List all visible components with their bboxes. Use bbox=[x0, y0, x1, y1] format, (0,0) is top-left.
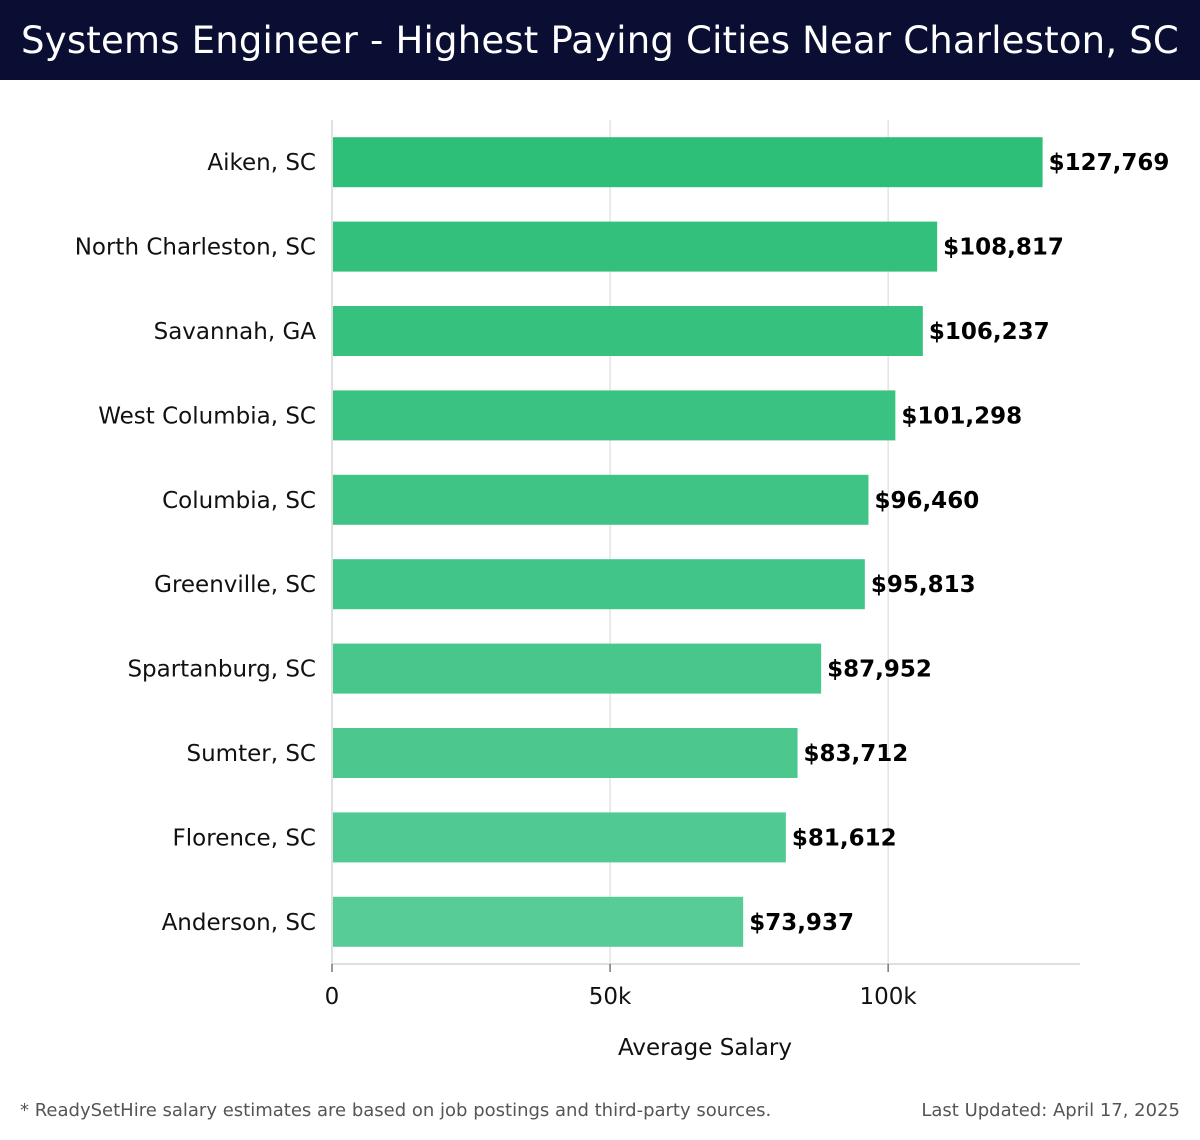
title-bar: Systems Engineer - Highest Paying Cities… bbox=[0, 0, 1200, 80]
value-label: $81,612 bbox=[792, 825, 897, 851]
value-label: $127,769 bbox=[1049, 150, 1170, 176]
x-tick-label: 100k bbox=[860, 984, 918, 1010]
source-footnote: * ReadySetHire salary estimates are base… bbox=[20, 1100, 772, 1121]
bar bbox=[333, 643, 822, 694]
category-label: Greenville, SC bbox=[154, 572, 316, 598]
value-label: $83,712 bbox=[804, 741, 909, 767]
bar bbox=[333, 559, 865, 610]
category-label: West Columbia, SC bbox=[98, 403, 316, 429]
bar bbox=[333, 221, 938, 272]
value-label: $108,817 bbox=[943, 235, 1064, 261]
bar bbox=[333, 728, 798, 778]
x-tick-label: 50k bbox=[589, 984, 632, 1010]
category-label: Florence, SC bbox=[173, 825, 316, 851]
bar bbox=[333, 306, 923, 356]
value-label: $73,937 bbox=[749, 910, 854, 936]
value-label: $95,813 bbox=[871, 572, 976, 598]
last-updated: Last Updated: April 17, 2025 bbox=[921, 1100, 1180, 1121]
category-label: Anderson, SC bbox=[162, 910, 316, 936]
bar bbox=[333, 390, 896, 441]
category-label: Sumter, SC bbox=[187, 741, 317, 767]
value-label: $87,952 bbox=[827, 657, 932, 683]
category-label: Aiken, SC bbox=[207, 150, 316, 176]
category-label: Columbia, SC bbox=[162, 488, 316, 514]
bar bbox=[333, 812, 786, 863]
value-label: $106,237 bbox=[929, 319, 1050, 345]
x-axis-title: Average Salary bbox=[618, 1035, 792, 1061]
bar bbox=[333, 896, 744, 947]
category-label: Savannah, GA bbox=[154, 319, 317, 345]
category-label: Spartanburg, SC bbox=[127, 657, 316, 683]
chart-title: Systems Engineer - Highest Paying Cities… bbox=[21, 18, 1179, 62]
value-label: $96,460 bbox=[874, 488, 979, 514]
category-label: North Charleston, SC bbox=[75, 235, 316, 261]
value-label: $101,298 bbox=[901, 403, 1022, 429]
bar bbox=[333, 474, 869, 525]
bar bbox=[333, 137, 1043, 188]
x-tick-label: 0 bbox=[325, 984, 340, 1010]
